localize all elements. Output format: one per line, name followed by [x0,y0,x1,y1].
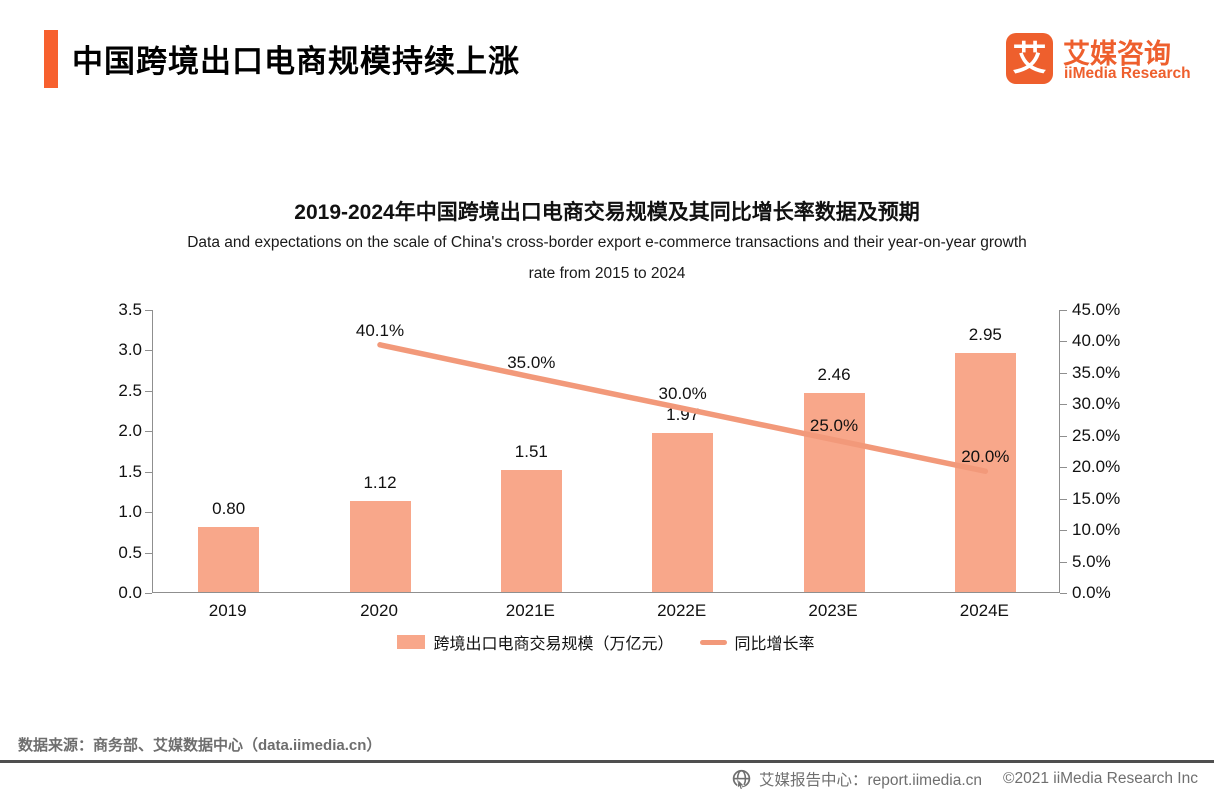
bar-2021E[interactable] [500,469,562,592]
legend-item-bar-series: 跨境出口电商交易规模（万亿元） [397,630,674,654]
x-axis-category-label: 2020 [360,601,398,620]
bar-value-label: 0.80 [212,499,246,519]
bar-value-label: 2.46 [817,365,851,385]
left-axis-tick-mark [145,552,152,554]
right-axis-tick-mark [1060,341,1067,343]
right-axis-tick-mark [1060,467,1067,469]
growth-rate-label: 40.1% [355,320,405,340]
right-axis-tick-mark [1060,372,1067,374]
brand-name-en: iiMedia Research [1064,65,1191,82]
copyright-text: ©2021 iiMedia Research Inc [1003,770,1198,787]
growth-rate-line [377,342,989,474]
right-axis-tick-label: 45.0% [1072,300,1121,319]
growth-rate-label: 35.0% [507,352,556,372]
left-axis-tick-mark [145,593,152,594]
growth-rate-label: 25.0% [809,415,859,435]
page-title: 中国跨境出口电商规模持续上涨 [72,44,520,79]
left-axis-tick-label: 3.5 [118,300,142,319]
title-accent-bar [44,30,58,88]
bar-series-swatch [397,635,426,649]
bar-value-label: 1.51 [514,441,548,461]
right-axis-tick-label: 40.0% [1072,331,1121,351]
footer-divider [0,760,1214,763]
left-axis-tick-label: 0.0 [118,583,142,602]
chart-subtitle-line1: Data and expectations on the scale of Ch… [187,234,1027,251]
bar-2022E[interactable] [652,432,714,592]
report-center-globe-icon [732,769,751,790]
chart-legend: 跨境出口电商交易规模（万亿元） 同比增长率 [152,630,1060,654]
left-axis-tick-label: 1.0 [118,502,142,522]
right-axis-tick-mark [1060,498,1067,500]
iimedia-logo-icon: 艾 [1006,33,1053,84]
right-axis-tick-label: 5.0% [1072,551,1111,571]
right-axis-tick-mark [1060,561,1067,563]
right-axis-tick-mark [1060,593,1067,594]
bar-2020[interactable] [349,501,411,592]
left-axis-tick-label: 1.5 [118,461,142,481]
report-center-link[interactable]: 艾媒报告中心：report.iimedia.cn [758,772,983,789]
chart-subtitle-line2: rate from 2015 to 2024 [528,265,686,282]
right-axis-tick-mark [1060,310,1067,311]
footer: 艾媒报告中心：report.iimedia.cn ©2021 iiMedia R… [731,767,1198,791]
right-axis-tick-label: 25.0% [1072,425,1121,445]
left-axis-tick-label: 3.0 [118,340,142,360]
left-axis-tick-label: 2.0 [118,421,142,441]
right-axis-tick-mark [1060,404,1067,406]
data-source-note: 数据来源：商务部、艾媒数据中心（data.iimedia.cn） [18,737,382,754]
bar-value-label: 2.95 [968,325,1002,345]
right-axis-tick-label: 20.0% [1072,457,1121,477]
right-axis-tick-label: 30.0% [1072,394,1121,414]
left-axis-tick-mark [145,431,152,433]
x-axis-category-label: 2023E [808,601,858,620]
left-axis-tick-label: 0.5 [118,542,142,562]
x-axis-category-label: 2021E [505,601,555,620]
right-axis-tick-mark [1060,530,1067,532]
left-axis-tick-mark [145,471,152,473]
right-axis-tick-mark [1060,435,1067,437]
x-axis-category-label: 2019 [208,601,247,620]
left-axis-tick-mark [145,350,152,352]
x-axis-category-label: 2024E [959,601,1009,620]
plot-area: 0.80 1.12 1.51 1.97 2.46 2.95 40.1% 35.0% 30.0% 2… [152,310,1060,593]
growth-rate-label: 20.0% [961,447,1010,467]
bar-value-label: 1.12 [363,473,397,493]
x-axis-category-label: 2022E [657,601,707,620]
right-axis-tick-label: 15.0% [1072,488,1121,508]
right-axis-tick-label: 35.0% [1072,362,1121,382]
bar-2019[interactable] [198,527,260,592]
left-axis-tick-mark [145,390,152,392]
left-axis-tick-mark [145,310,152,311]
bar-series-label: 跨境出口电商交易规模（万亿元） [433,636,674,653]
left-axis-tick-mark [145,512,152,514]
line-series-label: 同比增长率 [734,636,815,653]
iimedia-logo: 艾 艾媒咨询 iiMedia Research [1006,32,1206,88]
right-axis-tick-label: 0.0% [1072,583,1111,602]
right-axis-tick-label: 10.0% [1072,520,1121,540]
left-axis-tick-label: 2.5 [118,380,142,400]
logo-glyph: 艾 [1012,39,1047,78]
brand-name-cn: 艾媒咨询 [1063,39,1171,69]
bar-2023E[interactable] [803,393,865,592]
line-series-swatch [699,639,727,645]
chart-title: 2019-2024年中国跨境出口电商交易规模及其同比增长率数据及预期 [294,201,920,224]
legend-item-line-series: 同比增长率 [699,630,815,654]
growth-rate-label: 30.0% [658,384,707,404]
